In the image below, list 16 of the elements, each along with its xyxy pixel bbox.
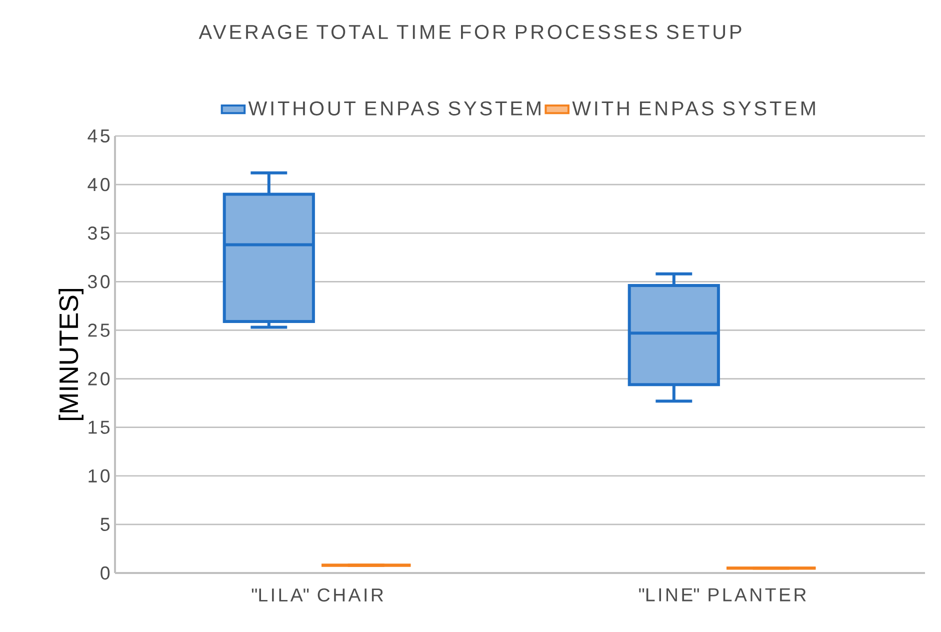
legend-label: WITHOUT ENPAS SYSTEM bbox=[248, 101, 540, 116]
y-tick-label: 45 bbox=[88, 129, 110, 143]
chart-title: AVERAGE TOTAL TIME FOR PROCESSES SETUP bbox=[198, 24, 742, 40]
y-tick-label: 20 bbox=[88, 372, 110, 386]
y-tick-label: 40 bbox=[88, 178, 110, 192]
legend-label: WITH ENPAS SYSTEM bbox=[572, 101, 815, 116]
y-tick-label: 25 bbox=[88, 324, 110, 337]
y-tick-label: 0 bbox=[100, 566, 110, 580]
y-tick-label: 10 bbox=[88, 469, 110, 483]
y-tick-label: 30 bbox=[88, 275, 110, 288]
x-tick-label: "LILA" CHAIR bbox=[252, 588, 384, 602]
y-tick-label: 15 bbox=[88, 420, 110, 434]
y-tick-label: 35 bbox=[88, 226, 110, 240]
x-tick-label: "LINE" PLANTER bbox=[639, 588, 806, 602]
y-tick-label: 5 bbox=[100, 518, 110, 531]
y-axis-title: [MINUTES] bbox=[58, 288, 84, 420]
